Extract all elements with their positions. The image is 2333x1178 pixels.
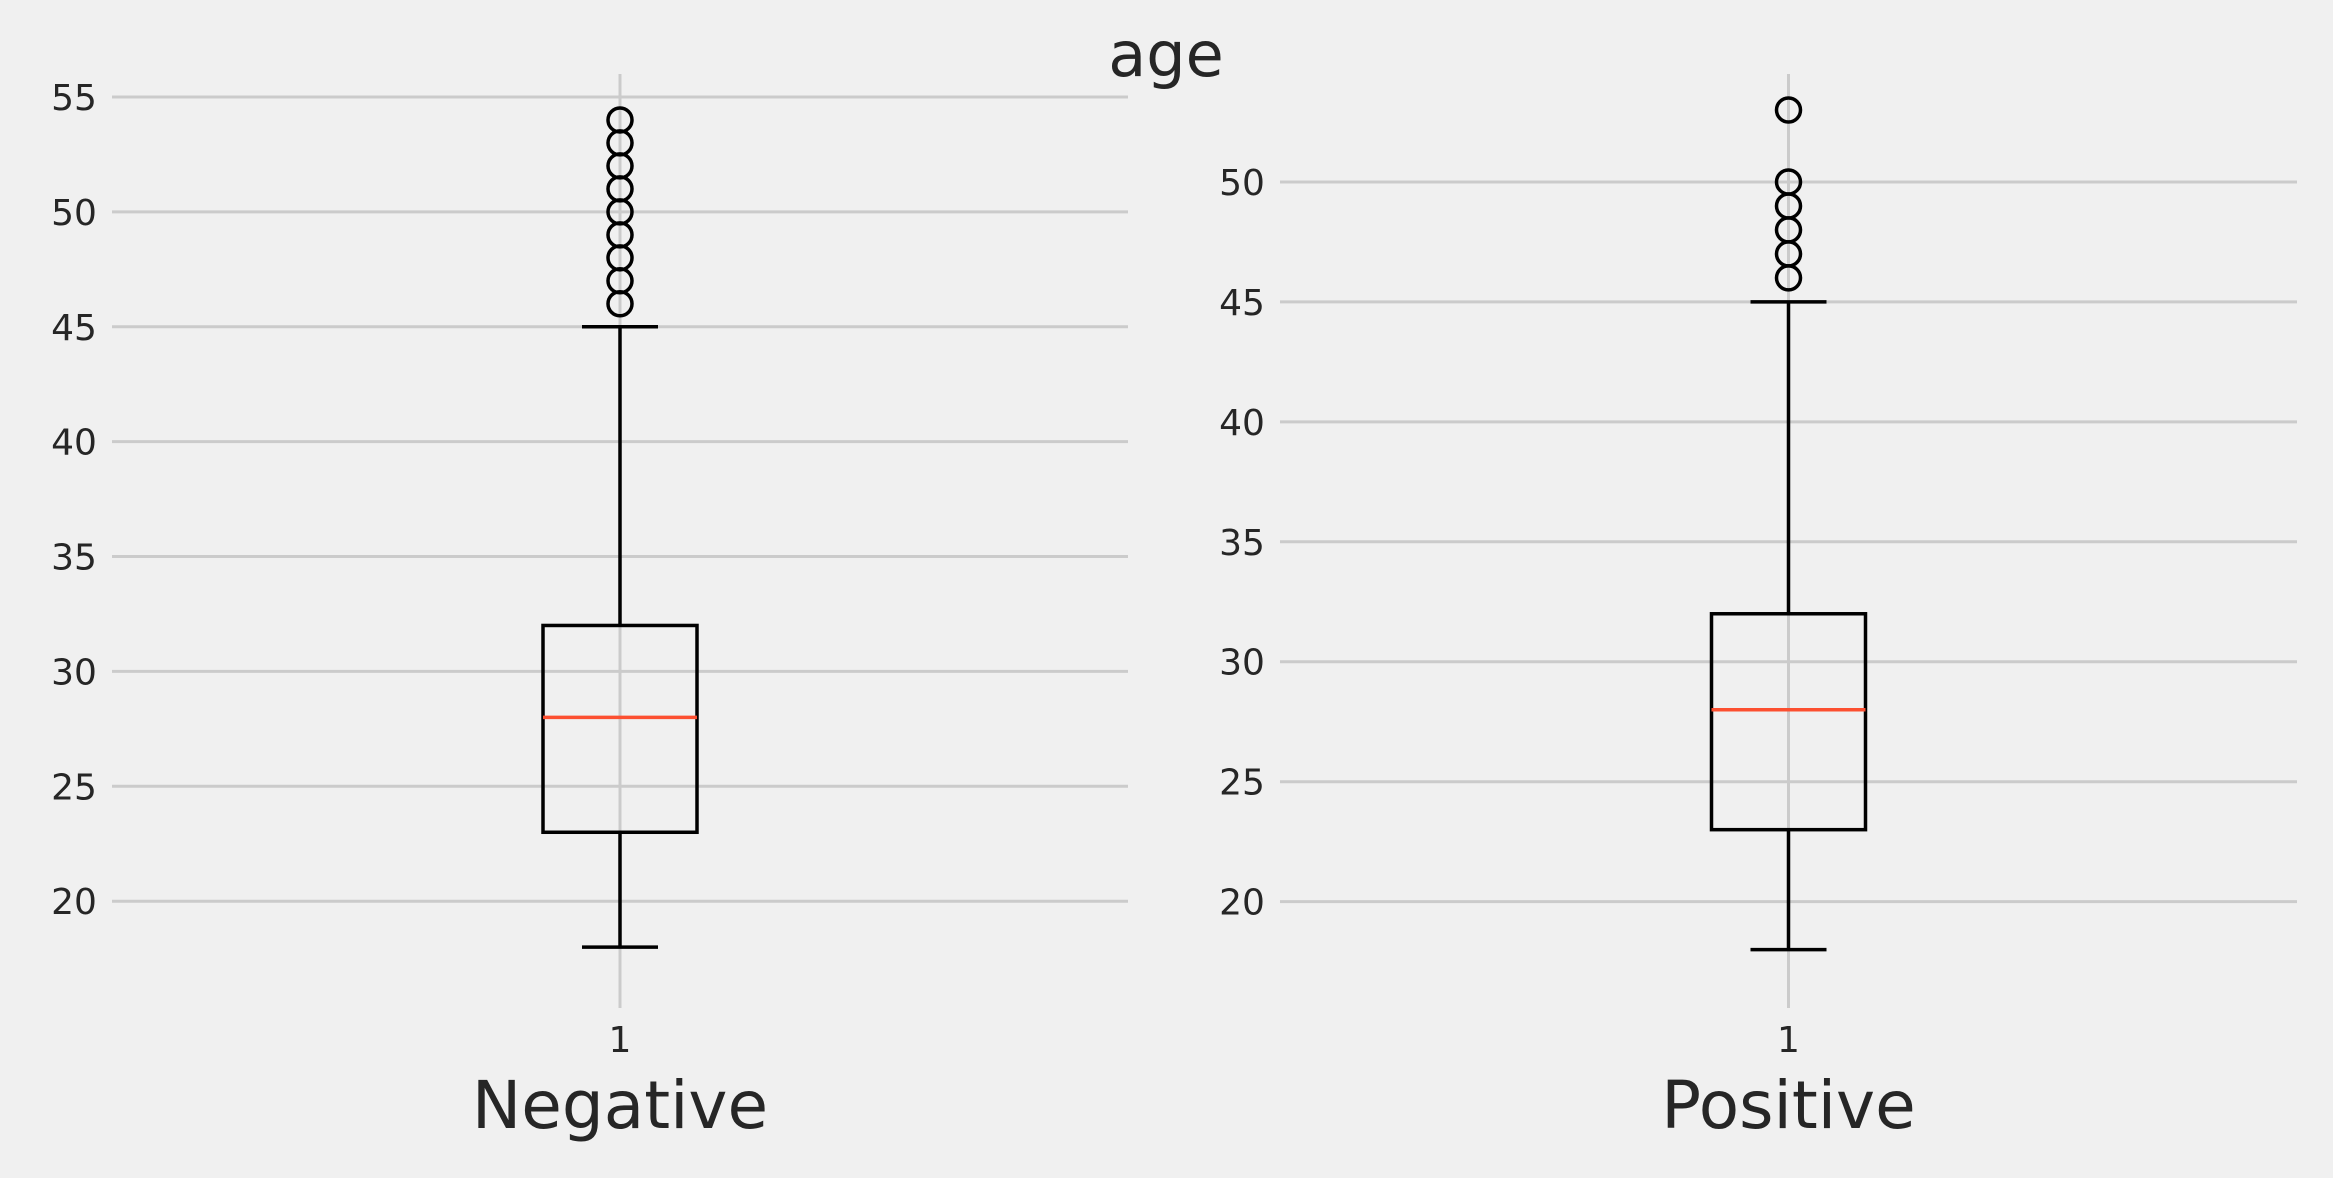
panels: 20 25 30 35 40 45 50 55 1 Negative 20 25 30 35 40 45 50 1… [51,74,2297,1144]
y-tick-label: 20 [51,882,97,923]
y-tick-label: 25 [51,767,97,808]
y-tick-label: 50 [51,193,97,234]
outlier-point [1774,96,1803,124]
outlier-point [1774,168,1803,196]
y-tick-label: 35 [51,538,97,579]
x-tick-label: 1 [609,1020,632,1061]
y-tick-label: 55 [51,78,97,119]
panel-positive: 20 25 30 35 40 45 50 1 Positive [1219,74,2297,1144]
x-tick-label: 1 [1777,1020,1800,1061]
y-tick-label: 50 [1219,163,1265,204]
y-tick-label: 40 [1219,403,1265,444]
y-tick-label: 30 [1219,643,1265,684]
y-tick-label: 30 [51,652,97,693]
y-tick-label: 25 [1219,763,1265,804]
y-tick-label: 35 [1219,523,1265,564]
iqr-box [1709,612,1868,832]
y-tick-label: 20 [1219,883,1265,924]
panel-negative: 20 25 30 35 40 45 50 55 1 Negative [51,74,1128,1144]
iqr-box [541,623,699,835]
outlier-point [606,106,634,134]
x-axis-label: Positive [1661,1067,1915,1144]
x-axis-label: Negative [472,1067,768,1144]
y-tick-label: 45 [51,308,97,349]
chart-title: age [1108,18,1224,91]
y-tick-label: 40 [51,423,97,464]
y-tick-label: 45 [1219,283,1265,324]
